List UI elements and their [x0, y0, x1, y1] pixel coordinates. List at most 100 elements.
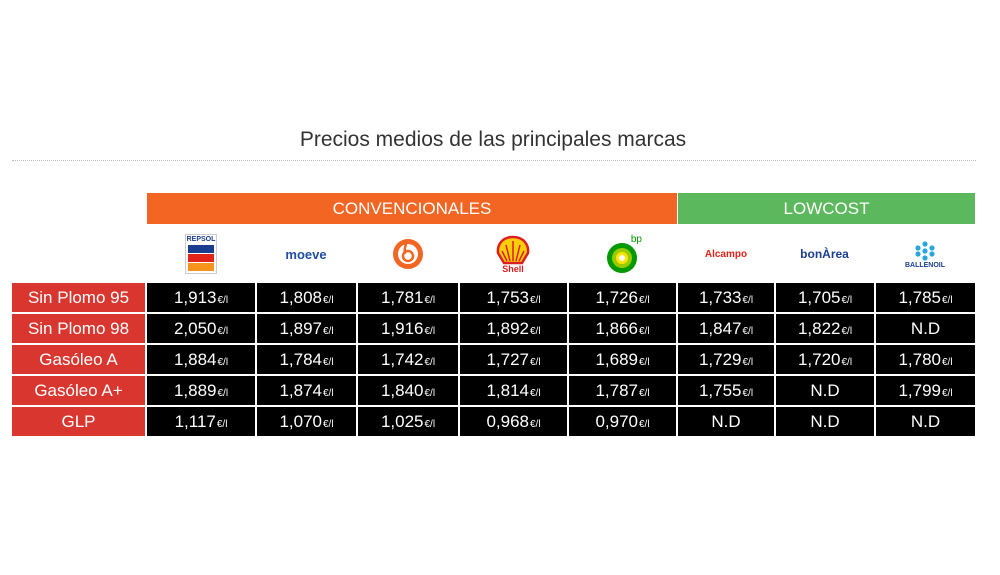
price-value: 1,913: [173, 287, 217, 307]
price-unit: €/l: [941, 387, 953, 399]
price-cell: 1,726€/l: [569, 283, 676, 312]
price-unit: €/l: [529, 418, 541, 430]
galp-icon: [392, 239, 423, 269]
price-table: Sin Plomo 95 1,913€/l 1,808€/l 1,781€/l 1,75…: [10, 281, 977, 438]
price-unit: €/l: [742, 294, 754, 306]
price-cell: 1,733€/l: [678, 283, 774, 312]
price-value: 1,025: [380, 411, 424, 431]
price-cell: 2,050€/l: [147, 314, 255, 343]
price-cell: 1,727€/l: [460, 345, 567, 374]
price-value: 1,884: [173, 349, 217, 369]
title-divider: [12, 160, 976, 161]
price-unit: €/l: [217, 387, 229, 399]
price-unit: €/l: [638, 325, 650, 337]
price-cell: 1,892€/l: [460, 314, 567, 343]
price-value: 1,916: [380, 318, 424, 338]
price-cell: 1,705€/l: [776, 283, 874, 312]
price-cell: 1,808€/l: [257, 283, 356, 312]
price-value: 1,808: [279, 287, 322, 307]
price-unit: €/l: [424, 418, 436, 430]
bp-logo: bp: [568, 230, 676, 278]
table-row: GLP 1,117€/l 1,070€/l 1,025€/l 0,968€/l 0,970…: [12, 407, 975, 436]
price-unit: €/l: [322, 387, 334, 399]
price-unit: €/l: [424, 356, 436, 368]
price-cell: 1,847€/l: [678, 314, 774, 343]
price-value: 1,780: [898, 349, 941, 369]
price-unit: €/l: [424, 294, 436, 306]
bp-label: bp: [630, 233, 642, 245]
price-cell: 1,781€/l: [358, 283, 458, 312]
price-cell: 1,025€/l: [358, 407, 458, 436]
shell-label: Shell: [502, 263, 524, 274]
price-value: N.D: [810, 411, 840, 431]
price-cell: 1,814€/l: [460, 376, 567, 405]
price-unit: €/l: [322, 356, 334, 368]
repsol-logo: REPSOL: [147, 230, 255, 278]
price-value: 1,753: [486, 287, 529, 307]
price-value: 1,742: [380, 349, 424, 369]
price-value: N.D: [910, 411, 941, 431]
price-unit: €/l: [841, 356, 853, 368]
price-unit: €/l: [424, 387, 436, 399]
price-value: 1,755: [698, 380, 742, 400]
price-unit: €/l: [529, 356, 541, 368]
moeve-label: moeve: [285, 246, 327, 262]
price-cell: 1,780€/l: [876, 345, 975, 374]
table-row: Gasóleo A+ 1,889€/l 1,874€/l 1,840€/l 1,814€…: [12, 376, 975, 405]
price-value: 1,705: [797, 287, 841, 307]
price-value: 0,968: [486, 411, 529, 431]
price-unit: €/l: [638, 294, 650, 306]
row-label: Sin Plomo 95: [12, 283, 145, 312]
price-unit: €/l: [322, 418, 334, 430]
price-cell: 1,884€/l: [147, 345, 255, 374]
price-value: 1,787: [595, 380, 638, 400]
price-value: 1,781: [380, 287, 424, 307]
price-cell: 1,753€/l: [460, 283, 567, 312]
price-unit: €/l: [217, 294, 229, 306]
price-cell: N.D: [876, 314, 975, 343]
price-value: N.D: [910, 318, 941, 338]
price-value: 1,726: [595, 287, 638, 307]
price-unit: €/l: [841, 294, 853, 306]
price-cell: 1,874€/l: [257, 376, 356, 405]
price-value: 1,889: [173, 380, 217, 400]
lowcost-header: LOWCOST: [678, 193, 975, 224]
price-value: 1,874: [279, 380, 322, 400]
ballenoil-label: BALLENOIL: [904, 261, 946, 269]
price-value: 1,720: [797, 349, 841, 369]
price-unit: €/l: [216, 418, 228, 430]
price-value: 1,784: [279, 349, 322, 369]
price-cell: N.D: [678, 407, 774, 436]
price-unit: €/l: [638, 418, 650, 430]
price-value: 1,847: [698, 318, 742, 338]
price-cell: 1,689€/l: [569, 345, 676, 374]
price-unit: €/l: [217, 325, 229, 337]
conventional-header: CONVENCIONALES: [147, 193, 677, 224]
repsol-icon: REPSOL: [185, 234, 217, 274]
price-unit: €/l: [742, 387, 754, 399]
price-cell: 1,840€/l: [358, 376, 458, 405]
bonarea-label: bonÀrea: [800, 247, 849, 261]
price-cell: 1,729€/l: [678, 345, 774, 374]
price-unit: €/l: [742, 325, 754, 337]
price-value: 1,785: [898, 287, 941, 307]
price-value: 1,866: [595, 318, 638, 338]
price-unit: €/l: [742, 356, 754, 368]
price-value: 1,822: [797, 318, 841, 338]
price-cell: N.D: [776, 376, 874, 405]
price-cell: N.D: [776, 407, 874, 436]
bonarea-logo: bonÀrea: [775, 230, 874, 278]
moeve-logo: moeve: [256, 230, 356, 278]
price-unit: €/l: [424, 325, 436, 337]
price-cell: 1,070€/l: [257, 407, 356, 436]
price-value: N.D: [711, 411, 741, 431]
price-cell: 1,755€/l: [678, 376, 774, 405]
price-cell: 0,968€/l: [460, 407, 567, 436]
price-cell: 1,822€/l: [776, 314, 874, 343]
price-value: 1,070: [279, 411, 322, 431]
table-row: Gasóleo A 1,884€/l 1,784€/l 1,742€/l 1,727€/…: [12, 345, 975, 374]
price-cell: 0,970€/l: [569, 407, 676, 436]
price-unit: €/l: [322, 294, 334, 306]
price-cell: 1,897€/l: [257, 314, 356, 343]
price-unit: €/l: [322, 325, 334, 337]
